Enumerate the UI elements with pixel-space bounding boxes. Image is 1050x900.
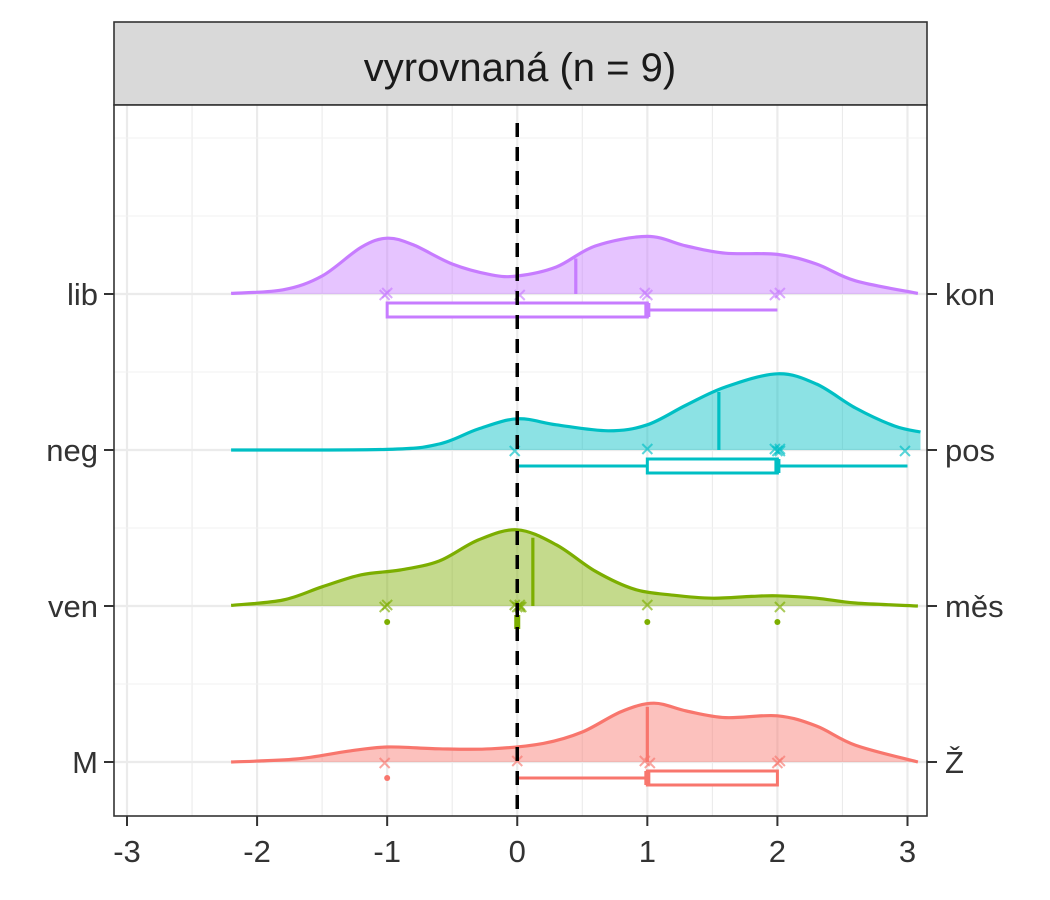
- ridge-row: [231, 372, 921, 475]
- ridge-rows: [230, 234, 921, 787]
- data-point: [899, 445, 911, 457]
- density-curve: [230, 234, 919, 295]
- y-right-tick-label: měs: [945, 589, 1004, 624]
- box-outlier: [644, 619, 651, 625]
- x-tick-label: -2: [243, 834, 271, 869]
- data-point: [641, 289, 654, 301]
- box-outlier: [774, 619, 781, 625]
- y-right-tick-label: Ž: [945, 745, 964, 780]
- data-point: [774, 601, 786, 613]
- plot-border: [113, 104, 928, 817]
- box-outlier: [384, 619, 391, 625]
- data-point: [774, 443, 786, 455]
- ridge-row: [230, 234, 919, 319]
- data-point: [381, 599, 393, 611]
- density-area: [231, 373, 921, 451]
- box-iqr: [645, 457, 779, 475]
- box-outlier: [384, 775, 391, 781]
- data-point: [378, 757, 391, 769]
- data-point: [774, 755, 786, 767]
- y-left-tick-label: M: [72, 745, 98, 780]
- data-point: [381, 287, 393, 299]
- x-tick-label: 1: [639, 834, 656, 869]
- plot-panel: [114, 105, 927, 816]
- x-tick-label: -1: [373, 834, 401, 869]
- facet-title: vyrovnaná (n = 9): [364, 46, 676, 90]
- data-point: [639, 755, 651, 767]
- data-point: [769, 289, 781, 301]
- box-iqr: [385, 301, 649, 319]
- y-left-tick-label: neg: [46, 433, 98, 468]
- x-tick-label: 3: [899, 834, 916, 869]
- axes: -3 -2 -1 0 1 2 3 lib kon neg pos ven měs M Ž: [46, 277, 1003, 869]
- box-iqr: [645, 769, 779, 787]
- y-left-tick-label: ven: [48, 589, 98, 624]
- data-point: [641, 443, 654, 455]
- ridge-row: [231, 701, 919, 787]
- y-right-tick-label: pos: [945, 433, 995, 468]
- density-curve: [231, 372, 921, 452]
- x-tick-label: 2: [769, 834, 786, 869]
- density-curve: [231, 701, 919, 764]
- y-left-tick-label: lib: [67, 277, 98, 312]
- density-area: [231, 529, 918, 606]
- density-curve: [230, 528, 918, 608]
- x-tick-label: -3: [113, 834, 141, 869]
- data-point: [641, 599, 654, 611]
- x-tick-label: 0: [509, 834, 526, 869]
- facet-strip: [113, 21, 928, 106]
- y-right-tick-label: kon: [945, 277, 995, 312]
